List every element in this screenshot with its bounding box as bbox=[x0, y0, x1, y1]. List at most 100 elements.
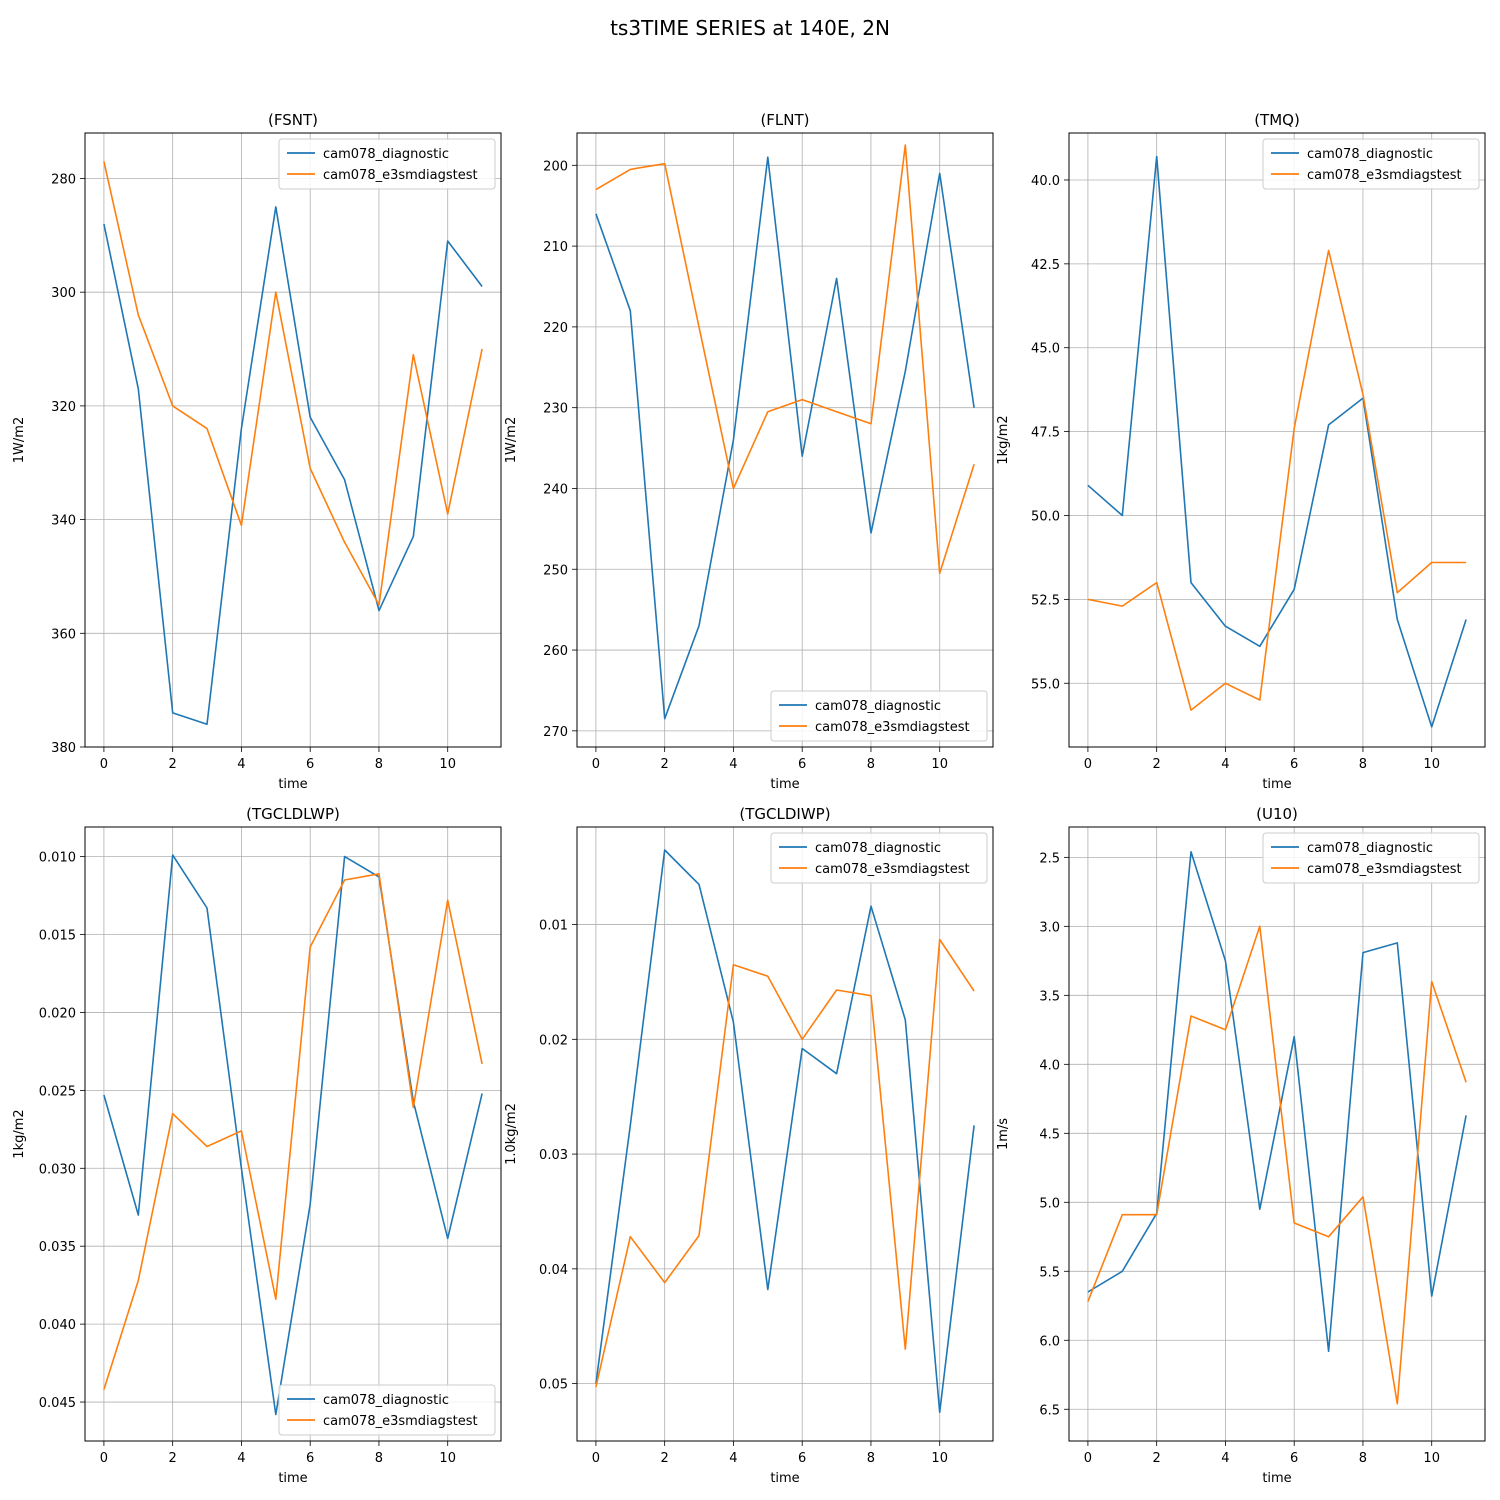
y-tick-label: 0.02 bbox=[539, 1033, 568, 1048]
axes-frame bbox=[576, 132, 994, 748]
y-tick-label: 0.025 bbox=[39, 1084, 76, 1099]
x-axis-label: time bbox=[278, 1471, 307, 1486]
legend-label: cam078_e3smdiagstest bbox=[323, 1414, 478, 1429]
y-tick-label: 52.5 bbox=[1031, 593, 1060, 608]
x-tick-label: 10 bbox=[1423, 757, 1440, 772]
x-tick-label: 6 bbox=[306, 757, 314, 772]
subplot-title: (FSNT) bbox=[268, 111, 318, 129]
y-tick-label: 0.030 bbox=[39, 1162, 76, 1177]
x-tick-label: 10 bbox=[439, 757, 456, 772]
y-tick-label: 5.5 bbox=[1039, 1265, 1060, 1280]
y-tick-label: 0.05 bbox=[539, 1378, 568, 1393]
y-tick-label: 200 bbox=[543, 159, 568, 174]
x-tick-label: 8 bbox=[867, 1451, 875, 1466]
x-tick-label: 0 bbox=[100, 1451, 108, 1466]
y-tick-label: 4.0 bbox=[1039, 1058, 1060, 1073]
y-tick-label: 42.5 bbox=[1031, 258, 1060, 273]
series-line-e3smdiagstest bbox=[1087, 249, 1467, 711]
series-line-e3smdiagstest bbox=[595, 144, 975, 575]
x-tick-label: 2 bbox=[661, 757, 669, 772]
y-tick-label: 0.045 bbox=[39, 1396, 76, 1411]
x-tick-label: 4 bbox=[237, 757, 245, 772]
x-tick-label: 4 bbox=[729, 757, 737, 772]
x-tick-label: 2 bbox=[1153, 1451, 1161, 1466]
y-tick-label: 380 bbox=[51, 741, 76, 756]
legend-label: cam078_e3smdiagstest bbox=[1307, 862, 1462, 877]
x-tick-label: 6 bbox=[306, 1451, 314, 1466]
y-axis-label: 1kg/m2 bbox=[12, 1109, 27, 1158]
x-tick-label: 6 bbox=[798, 757, 806, 772]
series-line-e3smdiagstest bbox=[595, 938, 975, 1388]
y-tick-label: 47.5 bbox=[1031, 426, 1060, 441]
y-tick-label: 320 bbox=[51, 400, 76, 415]
subplot-5: 0 2 4 6 8 10 0.01 0.02 0.03 0.04 0.05 (TGCLDIWP) tim… bbox=[504, 805, 994, 1486]
x-axis-label: time bbox=[770, 777, 799, 792]
x-tick-label: 4 bbox=[729, 1451, 737, 1466]
x-tick-label: 2 bbox=[169, 757, 177, 772]
series-line-diagnostic bbox=[595, 849, 975, 1414]
y-tick-label: 3.5 bbox=[1039, 989, 1060, 1004]
legend-label: cam078_diagnostic bbox=[815, 699, 941, 714]
x-tick-label: 0 bbox=[592, 1451, 600, 1466]
x-tick-label: 4 bbox=[1221, 757, 1229, 772]
x-tick-label: 6 bbox=[1290, 757, 1298, 772]
subplot-3: 0 2 4 6 8 10 40.0 42.5 45.0 47.5 50.0 52.5 55.0 (TMQ)… bbox=[996, 111, 1486, 792]
axes-frame bbox=[84, 132, 502, 748]
x-tick-label: 2 bbox=[661, 1451, 669, 1466]
legend-box bbox=[770, 690, 988, 742]
legend-box bbox=[770, 832, 988, 884]
y-tick-label: 230 bbox=[543, 402, 568, 417]
legend: cam078_diagnostic cam078_e3smdiagstest bbox=[278, 1384, 496, 1436]
y-tick-label: 40.0 bbox=[1031, 174, 1060, 189]
series-line-diagnostic bbox=[595, 156, 975, 720]
series-line-e3smdiagstest bbox=[103, 161, 483, 606]
legend: cam078_diagnostic cam078_e3smdiagstest bbox=[278, 138, 496, 190]
subplot-6: 0 2 4 6 8 10 2.5 3.0 3.5 4.0 4.5 5.0 5.5 6.0 6.5 (U10) t… bbox=[996, 805, 1486, 1486]
y-tick-label: 0.040 bbox=[39, 1318, 76, 1333]
y-tick-label: 220 bbox=[543, 321, 568, 336]
y-tick-label: 6.0 bbox=[1039, 1334, 1060, 1349]
y-tick-label: 0.010 bbox=[39, 851, 76, 866]
legend-box bbox=[278, 138, 496, 190]
legend-label: cam078_diagnostic bbox=[1307, 841, 1433, 856]
legend-label: cam078_diagnostic bbox=[323, 1393, 449, 1408]
axes-frame bbox=[1068, 826, 1486, 1442]
subplot-4: 0 2 4 6 8 10 0.010 0.015 0.020 0.025 0.030 0.035 0.0… bbox=[12, 805, 502, 1486]
x-tick-label: 6 bbox=[1290, 1451, 1298, 1466]
x-axis-label: time bbox=[770, 1471, 799, 1486]
x-tick-label: 8 bbox=[867, 757, 875, 772]
y-tick-label: 340 bbox=[51, 514, 76, 529]
legend: cam078_diagnostic cam078_e3smdiagstest bbox=[770, 832, 988, 884]
x-tick-label: 0 bbox=[592, 757, 600, 772]
x-tick-label: 4 bbox=[1221, 1451, 1229, 1466]
subplot-title: (U10) bbox=[1256, 805, 1298, 823]
x-tick-label: 8 bbox=[1359, 757, 1367, 772]
y-tick-label: 0.035 bbox=[39, 1240, 76, 1255]
y-tick-label: 55.0 bbox=[1031, 677, 1060, 692]
y-tick-label: 260 bbox=[543, 644, 568, 659]
legend-label: cam078_diagnostic bbox=[815, 841, 941, 856]
legend: cam078_diagnostic cam078_e3smdiagstest bbox=[770, 690, 988, 742]
legend-box bbox=[278, 1384, 496, 1436]
x-tick-label: 0 bbox=[100, 757, 108, 772]
x-tick-label: 2 bbox=[1153, 757, 1161, 772]
y-tick-label: 210 bbox=[543, 240, 568, 255]
y-tick-label: 270 bbox=[543, 725, 568, 740]
y-tick-label: 300 bbox=[51, 286, 76, 301]
series-line-diagnostic bbox=[103, 206, 483, 726]
x-tick-label: 4 bbox=[237, 1451, 245, 1466]
x-tick-label: 0 bbox=[1084, 1451, 1092, 1466]
axes-frame bbox=[1068, 132, 1486, 748]
y-tick-label: 0.03 bbox=[539, 1148, 568, 1163]
legend-label: cam078_diagnostic bbox=[1307, 147, 1433, 162]
legend-label: cam078_e3smdiagstest bbox=[323, 168, 478, 183]
subplot-title: (TMQ) bbox=[1254, 111, 1300, 129]
legend: cam078_diagnostic cam078_e3smdiagstest bbox=[1262, 832, 1480, 884]
legend: cam078_diagnostic cam078_e3smdiagstest bbox=[1262, 138, 1480, 190]
y-tick-label: 280 bbox=[51, 172, 76, 187]
subplot-title: (FLNT) bbox=[760, 111, 809, 129]
legend-box bbox=[1262, 832, 1480, 884]
legend-label: cam078_e3smdiagstest bbox=[1307, 168, 1462, 183]
series-line-diagnostic bbox=[1087, 155, 1467, 728]
